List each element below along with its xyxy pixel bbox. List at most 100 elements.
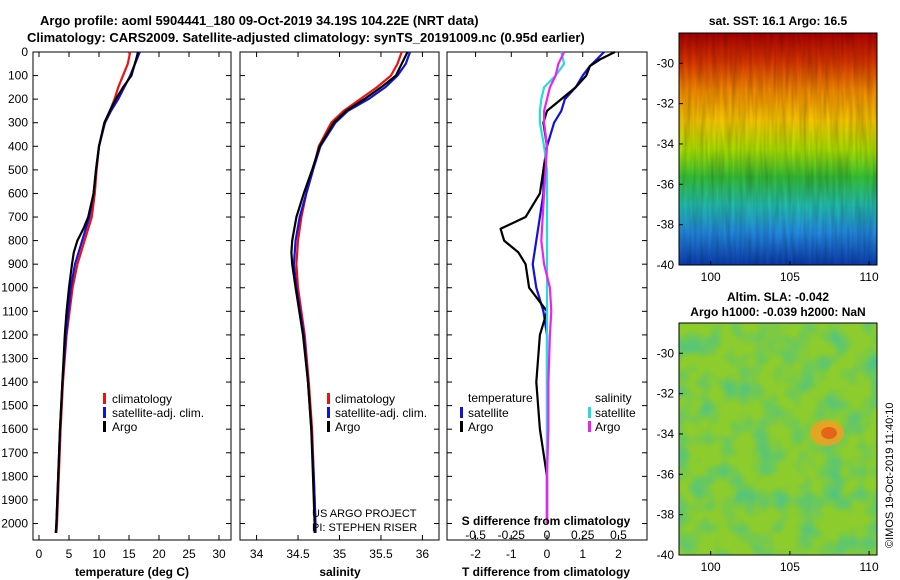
- legend-t-satellite-swatch: [460, 407, 463, 418]
- legend-argo-swatch: [103, 421, 106, 432]
- s-tick-label: 0: [544, 528, 551, 542]
- difference-plot: -2 -1 0 1 2 -0.5 -0.25 0 0.25 0.5: [465, 51, 627, 561]
- pi-credit: PI: STEPHEN RISER: [312, 522, 417, 534]
- map-x-tick-label: 105: [780, 560, 800, 574]
- map-y-tick-label: -32: [657, 387, 675, 401]
- legend-climatology-swatch: [103, 393, 106, 404]
- x-tick-label: 35: [333, 547, 347, 561]
- depth-tick-label: 1200: [1, 328, 28, 342]
- map-x-tick-label: 100: [701, 560, 721, 574]
- legend-satellite-label: satellite-adj. clim.: [112, 406, 204, 420]
- x-tick-label: 10: [92, 547, 106, 561]
- sla-map: [678, 322, 878, 556]
- map-x-tick-label: 100: [701, 270, 721, 284]
- legend-t-argo-swatch: [460, 421, 463, 432]
- sla-map-frame: [678, 322, 878, 556]
- depth-tick-label: 300: [8, 116, 28, 130]
- map-x-tick-label: 110: [860, 560, 879, 574]
- depth-tick-label: 900: [8, 257, 28, 271]
- x-tick-label: 34: [250, 547, 264, 561]
- project-credit: US ARGO PROJECT: [312, 508, 417, 520]
- map-y-tick-label: -40: [657, 548, 675, 562]
- map-y-tick-label: -30: [657, 56, 675, 70]
- legend-climatology-swatch: [327, 393, 330, 404]
- title-line-2: Climatology: CARS2009. Satellite-adjuste…: [27, 30, 585, 45]
- map-y-tick-label: -34: [657, 137, 675, 151]
- map-y-tick-label: -38: [657, 218, 675, 232]
- map-y-tick-label: -36: [657, 467, 675, 481]
- depth-tick-label: 200: [8, 92, 28, 106]
- depth-tick-label: 600: [8, 186, 28, 200]
- depth-tick-label: 500: [8, 163, 28, 177]
- depth-tick-label: 1800: [1, 469, 28, 483]
- depth-tick-label: 100: [8, 69, 28, 83]
- sla-texture: [679, 323, 877, 555]
- t-difference-x-label: T difference from climatology: [462, 565, 630, 579]
- x-tick-label: 0: [544, 547, 551, 561]
- depth-tick-label: 1400: [1, 375, 28, 389]
- temperature-x-label: temperature (deg C): [75, 565, 189, 579]
- x-tick-label: 36: [416, 547, 430, 561]
- imos-credit: ©IMOS 19-Oct-2019 11:40:10: [884, 403, 896, 548]
- salinity-legend: climatology satellite-adj. clim. Argo: [327, 392, 427, 434]
- s-tick-label: 0.5: [610, 528, 627, 542]
- sst-map-axes: 100 105 110 -30 -32 -34 -36 -38 -40: [657, 56, 879, 284]
- title-line-1: Argo profile: aoml 5904441_180 09-Oct-20…: [40, 13, 479, 28]
- sla-map-axes: 100 105 110 -30 -32 -34 -36 -38 -40: [657, 346, 879, 574]
- x-tick-label: 15: [122, 547, 136, 561]
- legend-t-satellite-label: satellite: [468, 406, 509, 420]
- x-tick-label: 34.5: [286, 547, 310, 561]
- depth-axis: 0 100 200 300 400 500 600 700 800 900 1000 1100 1200…: [1, 45, 647, 530]
- series-argo-line: [54, 51, 140, 533]
- depth-tick-label: 0: [21, 45, 28, 59]
- legend-satellite-swatch: [103, 407, 106, 418]
- legend-s-satellite-label: satellite: [595, 406, 636, 420]
- x-tick-label: 30: [212, 547, 226, 561]
- legend-satellite-label: satellite-adj. clim.: [335, 406, 427, 420]
- s-tick-label: 0.25: [571, 528, 595, 542]
- x-tick-label: 1: [579, 547, 586, 561]
- x-tick-label: -1: [506, 547, 517, 561]
- depth-tick-label: 1900: [1, 493, 28, 507]
- series-satellite-adj-clim--line: [292, 51, 412, 533]
- map-y-tick-label: -36: [657, 177, 675, 191]
- s-tick-label: -0.25: [498, 528, 526, 542]
- series-t-argo-line: [499, 51, 616, 524]
- temperature-panel-frame: [32, 51, 232, 541]
- map-x-tick-label: 105: [780, 270, 800, 284]
- legend-climatology-label: climatology: [335, 392, 395, 406]
- map-y-tick-label: -40: [657, 258, 675, 272]
- map-x-tick-label: 110: [860, 270, 879, 284]
- series-s-satellite-line: [538, 51, 566, 524]
- depth-tick-label: 1500: [1, 399, 28, 413]
- legend-t-argo-label: Argo: [468, 420, 494, 434]
- legend-argo-label: Argo: [112, 420, 138, 434]
- x-tick-label: 5: [66, 547, 73, 561]
- sla-positive-core: [821, 427, 837, 439]
- map-y-tick-label: -30: [657, 346, 675, 360]
- legend-satellite-swatch: [327, 407, 330, 418]
- depth-tick-label: 400: [8, 139, 28, 153]
- sla-map-title-1: Altim. SLA: -0.042: [727, 290, 829, 304]
- series-s-argo-line: [540, 51, 566, 524]
- sst-map: [678, 32, 878, 266]
- s-difference-label: S difference from climatology: [462, 514, 631, 528]
- depth-tick-label: 1300: [1, 351, 28, 365]
- x-tick-label: 25: [182, 547, 196, 561]
- salinity-panel-frame: [239, 51, 440, 541]
- map-y-tick-label: -34: [657, 427, 675, 441]
- depth-tick-label: 2000: [1, 516, 28, 530]
- x-tick-label: 0: [36, 547, 43, 561]
- legend-temperature-title: temperature: [468, 391, 533, 405]
- sst-texture: [679, 33, 877, 265]
- salinity-plot: 34 34.5 35 35.5 36: [250, 51, 430, 561]
- temperature-legend: climatology satellite-adj. clim. Argo: [103, 392, 204, 434]
- legend-climatology-label: climatology: [112, 392, 172, 406]
- sst-map-title: sat. SST: 16.1 Argo: 16.5: [709, 14, 848, 28]
- legend-s-argo-swatch: [588, 421, 591, 432]
- x-tick-label: 35.5: [369, 547, 393, 561]
- depth-tick-label: 800: [8, 234, 28, 248]
- depth-tick-label: 1100: [2, 304, 28, 318]
- legend-s-satellite-swatch: [588, 407, 591, 418]
